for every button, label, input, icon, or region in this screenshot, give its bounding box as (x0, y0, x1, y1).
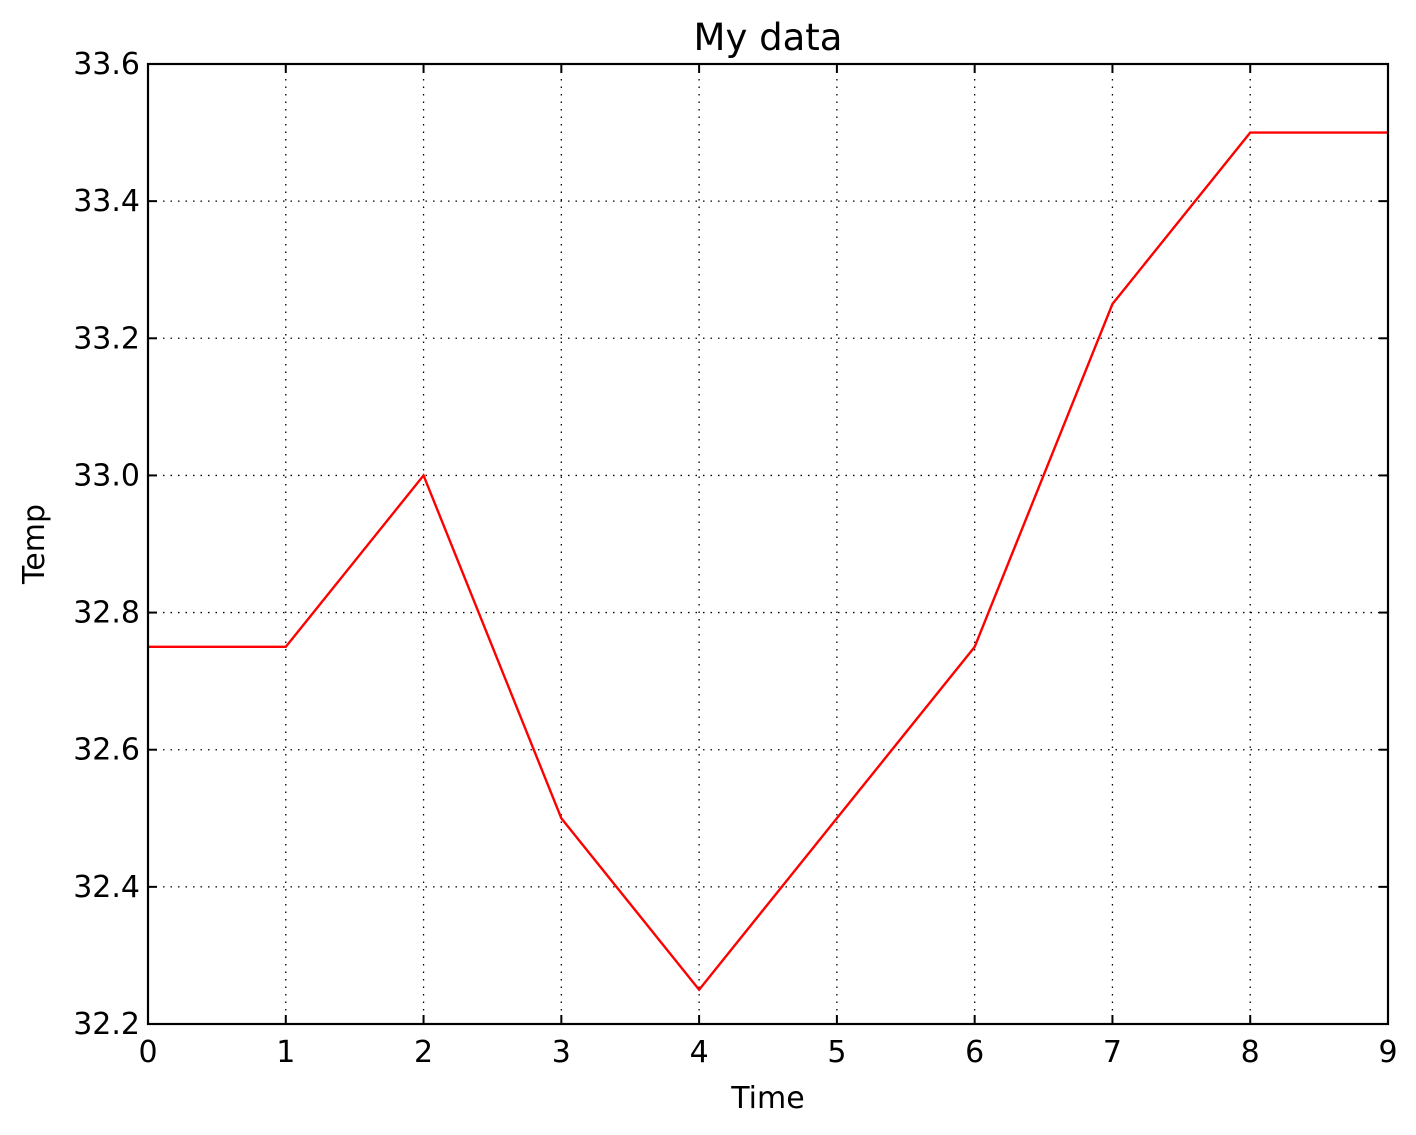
y-tick-label: 33.0 (73, 458, 140, 493)
y-tick-label: 32.8 (73, 596, 140, 631)
x-tick-label: 0 (138, 1035, 157, 1070)
x-tick-label: 4 (690, 1035, 709, 1070)
x-tick-label: 8 (1241, 1035, 1260, 1070)
x-axis-label: Time (730, 1081, 804, 1116)
x-tick-label: 7 (1103, 1035, 1122, 1070)
y-axis-label: Temp (17, 504, 52, 585)
y-tick-label: 33.4 (73, 184, 140, 219)
y-tick-label: 32.2 (73, 1007, 140, 1042)
series-layer (147, 131, 1389, 992)
y-tick-label: 33.2 (73, 321, 140, 356)
x-tick-label: 3 (552, 1035, 571, 1070)
y-tick-label: 32.6 (73, 733, 140, 768)
series-line (148, 131, 1388, 992)
grid-layer (148, 64, 1388, 1024)
x-tick-label: 2 (414, 1035, 433, 1070)
tick-layer (147, 63, 1389, 1025)
plot-area-frame (146, 62, 1390, 1026)
x-tick-label: 6 (965, 1035, 984, 1070)
chart-title: My data (694, 16, 843, 59)
x-tick-label: 5 (827, 1035, 846, 1070)
y-tick-label: 32.4 (73, 870, 140, 905)
x-tick-label: 1 (276, 1035, 295, 1070)
x-tick-labels: 0 1 2 3 4 5 6 7 8 9 (138, 1035, 1397, 1070)
y-tick-labels: 32.2 32.4 32.6 32.8 33.0 33.2 33.4 33.6 (73, 47, 140, 1042)
y-tick-label: 33.6 (73, 47, 140, 82)
x-tick-label: 9 (1378, 1035, 1397, 1070)
